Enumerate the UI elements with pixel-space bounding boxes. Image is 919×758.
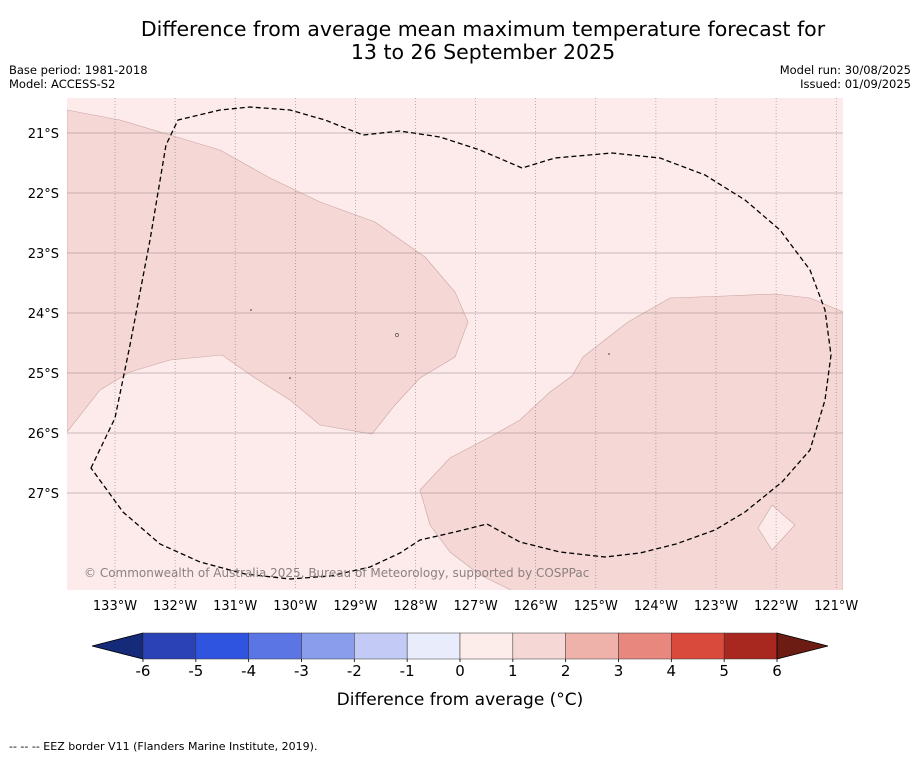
colorbar-tick-label: -4 xyxy=(241,662,256,680)
colorbar-tick-label: 2 xyxy=(561,662,571,680)
longitude-label: 126°W xyxy=(514,599,558,614)
colorbar-segment xyxy=(565,632,619,660)
colorbar-extend-low xyxy=(91,632,144,660)
latitude-label: 26°S xyxy=(28,427,59,442)
longitude-label: 132°W xyxy=(153,599,197,614)
colorbar-tick-label: -3 xyxy=(294,662,309,680)
colorbar-tick-label: 1 xyxy=(508,662,518,680)
latitude-label: 25°S xyxy=(28,367,59,382)
longitude-label: 130°W xyxy=(273,599,317,614)
warm-anomaly-region-west xyxy=(67,109,469,435)
latitude-label: 21°S xyxy=(28,127,59,142)
grid-speck xyxy=(395,333,399,337)
latitude-labels: 21°S 22°S 23°S 24°S 25°S 26°S 27°S xyxy=(28,127,59,502)
colorbar-segment xyxy=(671,632,725,660)
longitude-labels: 133°W 132°W 131°W 130°W 129°W 128°W 127°W 126°W… xyxy=(93,599,859,614)
colorbar-tick-label: 3 xyxy=(614,662,624,680)
colorbar-segment xyxy=(618,632,672,660)
colorbar-tick-label: -6 xyxy=(136,662,151,680)
eez-legend-note: -- -- -- EEZ border V11 (Flanders Marine… xyxy=(9,740,318,753)
colorbar-title: Difference from average (°C) xyxy=(337,690,584,710)
base-period: Base period: 1981-2018 xyxy=(9,63,148,77)
colorbar-segment xyxy=(459,632,514,660)
colorbar-segment xyxy=(301,632,355,660)
colorbar-tick-label: -2 xyxy=(347,662,362,680)
copyright-credit: © Commonwealth of Australia 2025, Bureau… xyxy=(84,566,589,580)
latitude-label: 24°S xyxy=(28,307,59,322)
colorbar-segment xyxy=(406,632,461,660)
longitude-label: 129°W xyxy=(333,599,377,614)
grid-speck xyxy=(289,377,291,379)
longitude-label: 122°W xyxy=(754,599,798,614)
colorbar-tick-label: -5 xyxy=(188,662,203,680)
colorbar-tick-label: -1 xyxy=(400,662,415,680)
longitude-label: 124°W xyxy=(634,599,678,614)
eez-border xyxy=(90,106,832,580)
latitude-label: 27°S xyxy=(28,487,59,502)
colorbar-segment xyxy=(723,632,778,660)
latitude-label: 23°S xyxy=(28,247,59,262)
meta-left: Base period: 1981-2018 Model: ACCESS-S2 xyxy=(9,63,148,91)
colorbar-tick-label: 6 xyxy=(772,662,782,680)
colorbar-segment xyxy=(354,632,408,660)
longitude-label: 133°W xyxy=(93,599,137,614)
model-name: Model: ACCESS-S2 xyxy=(9,77,116,91)
colorbar-segment xyxy=(142,632,197,660)
map-panel: © Commonwealth of Australia 2025, Bureau… xyxy=(67,98,843,590)
colorbar-segment xyxy=(512,632,566,660)
colorbar-segment xyxy=(195,632,249,660)
longitude-label: 131°W xyxy=(213,599,257,614)
latitude-label: 22°S xyxy=(28,187,59,202)
longitude-label: 123°W xyxy=(694,599,738,614)
graticule xyxy=(67,98,843,590)
title-line-2: 13 to 26 September 2025 xyxy=(350,40,616,64)
colorbar-tick-label: 0 xyxy=(455,662,465,680)
longitude-label: 128°W xyxy=(393,599,437,614)
map-title: Difference from average mean maximum tem… xyxy=(0,18,919,64)
longitude-label: 121°W xyxy=(814,599,858,614)
colorbar-tick-label: 5 xyxy=(719,662,729,680)
grid-speck xyxy=(250,309,252,311)
colorbar-extend-high xyxy=(776,632,829,660)
issued-date: Issued: 01/09/2025 xyxy=(800,77,911,91)
colorbar: -6 -5 -4 -3 -2 -1 0 1 2 3 4 5 6 xyxy=(91,632,829,680)
title-line-1: Difference from average mean maximum tem… xyxy=(140,17,826,41)
model-run: Model run: 30/08/2025 xyxy=(779,63,911,77)
colorbar-segment xyxy=(248,632,302,660)
meta-right: Model run: 30/08/2025 Issued: 01/09/2025 xyxy=(780,63,911,91)
longitude-label: 125°W xyxy=(574,599,618,614)
colorbar-tick-label: 4 xyxy=(667,662,677,680)
grid-speck xyxy=(608,353,610,355)
neutral-patch xyxy=(757,504,796,551)
longitude-label: 127°W xyxy=(454,599,498,614)
